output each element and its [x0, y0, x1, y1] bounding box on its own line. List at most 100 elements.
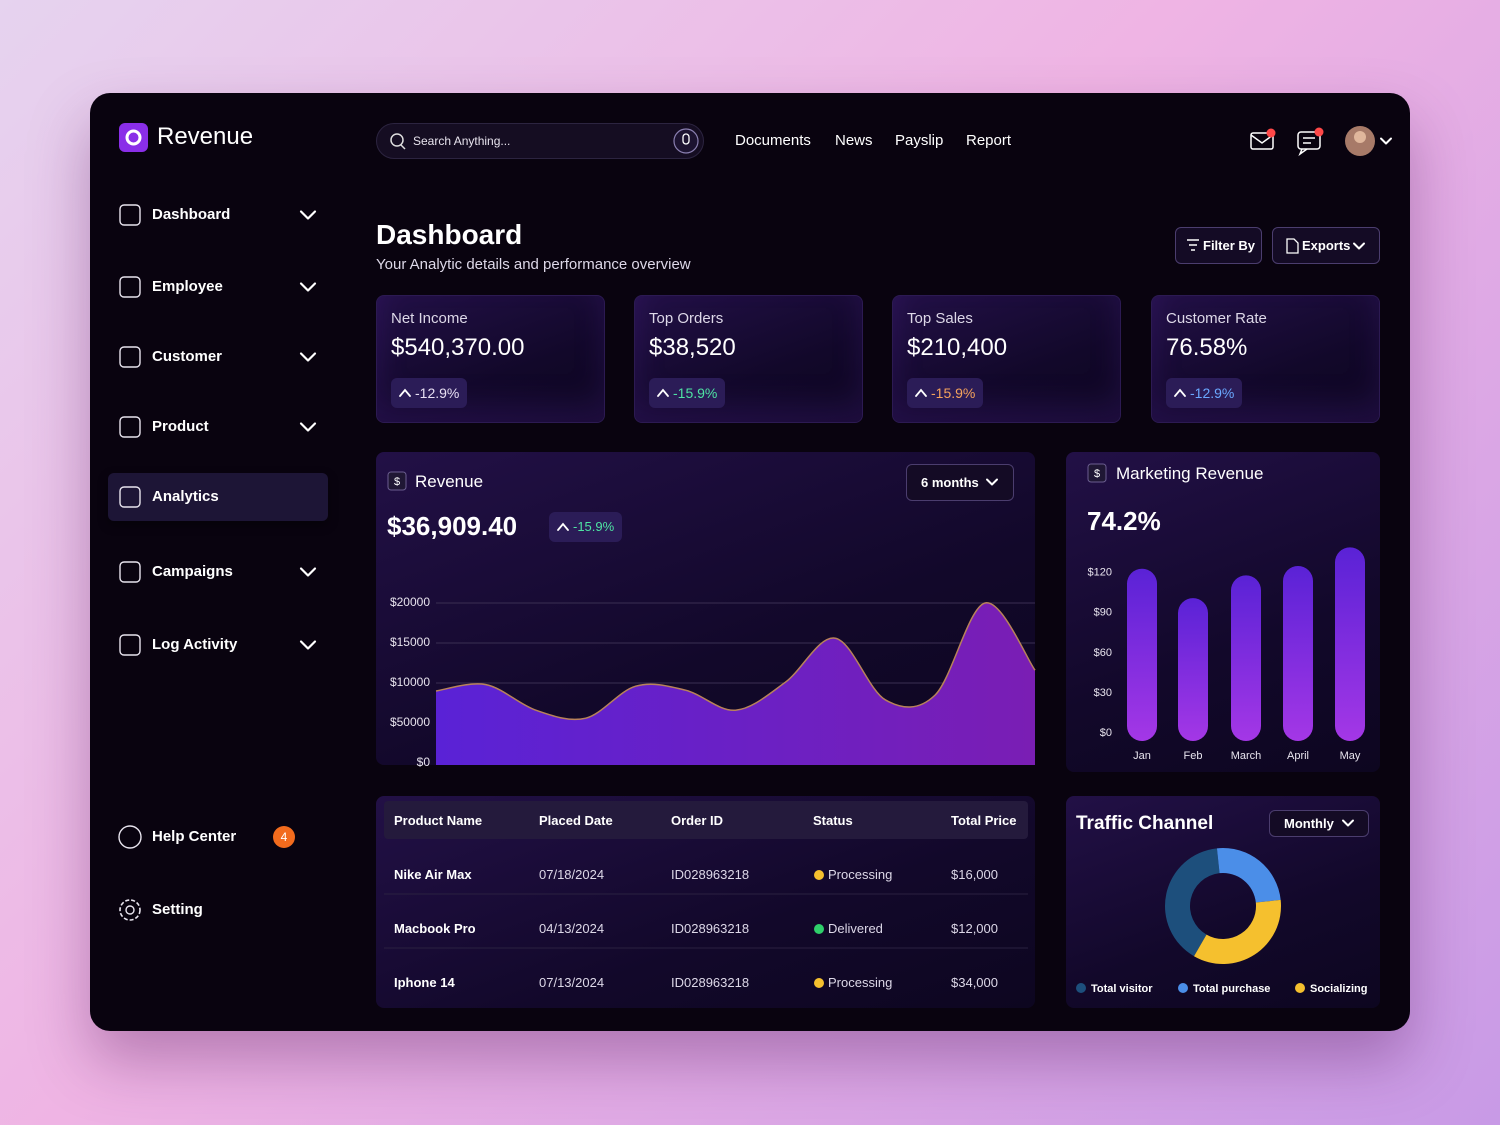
bar — [1178, 598, 1208, 741]
search-icon-handle — [400, 144, 406, 150]
chevron-icon — [1380, 137, 1392, 145]
search-placeholder[interactable]: Search Anything... — [413, 134, 511, 148]
kpi-label: Top Orders — [649, 310, 724, 327]
menu-item[interactable]: Dashboard — [152, 206, 231, 223]
y-tick-label: $20000 — [390, 595, 430, 609]
setting[interactable]: Setting — [152, 901, 203, 918]
mail-icon-flap — [1250, 134, 1274, 144]
marketing-title: Marketing Revenue — [1116, 464, 1264, 483]
kpi-change: -12.9% — [391, 378, 468, 408]
help-badge: 4 — [281, 830, 288, 844]
legend-label: Total purchase — [1193, 983, 1270, 995]
notification-dot — [1266, 128, 1276, 138]
table-header — [384, 801, 1028, 839]
setting-icon-core — [125, 905, 135, 915]
kpi-label: Customer Rate — [1166, 310, 1267, 327]
column-header: Status — [813, 813, 853, 828]
menu-item[interactable]: Analytics — [152, 488, 219, 505]
y-tick-label: $0 — [1100, 727, 1112, 739]
monthly-select[interactable]: Monthly — [1269, 810, 1369, 837]
mic-button — [673, 128, 699, 154]
table-cell: Nike Air Max — [394, 867, 472, 882]
nav-link[interactable]: News — [835, 132, 873, 149]
x-tick-label: March — [1231, 750, 1262, 762]
marketing-value: 74.2% — [1087, 506, 1161, 536]
legend-label: Total visitor — [1091, 983, 1153, 995]
table-cell: Macbook Pro — [394, 921, 476, 936]
dollar-icon — [387, 471, 407, 491]
status-dot — [814, 924, 824, 934]
table-cell: ID028963218 — [671, 975, 750, 990]
filter-button[interactable]: Filter By — [1175, 227, 1262, 264]
table-cell: 07/18/2024 — [539, 867, 605, 882]
nav-link[interactable]: Documents — [735, 132, 811, 149]
period-select[interactable]: 6 months — [906, 464, 1014, 501]
x-tick-label: Jan — [1133, 750, 1151, 762]
x-tick-label: April — [1287, 750, 1309, 762]
chevron-icon — [299, 640, 317, 650]
column-header: Total Price — [951, 813, 1017, 828]
dollar-icon — [1087, 463, 1107, 483]
chevron-icon — [299, 567, 317, 577]
filter-icon — [1187, 239, 1199, 251]
status-dot — [814, 978, 824, 988]
table-cell: Delivered — [828, 921, 883, 936]
traffic-title: Traffic Channel — [1076, 813, 1214, 834]
menu-icon — [119, 416, 141, 438]
area-line — [435, 602, 1036, 721]
bar — [1335, 547, 1365, 741]
chevron-icon — [1342, 819, 1354, 827]
mic-icon — [682, 133, 690, 145]
kpi-label: Net Income — [391, 310, 468, 327]
brand-logo — [119, 123, 148, 152]
table-cell: 07/13/2024 — [539, 975, 605, 990]
y-tick-label: $120 — [1088, 567, 1112, 579]
kpi-change: -15.9% — [907, 378, 984, 408]
kpi-value: $38,520 — [649, 334, 736, 361]
revenue-title: Revenue — [415, 472, 484, 491]
arrow-up-icon — [1174, 388, 1186, 397]
marketing-panel — [1066, 452, 1380, 772]
kpi-value: 76.58% — [1166, 334, 1248, 361]
donut-segment — [1165, 848, 1220, 957]
x-tick-label: May — [1340, 750, 1361, 762]
y-tick-label: $60 — [1094, 647, 1112, 659]
notification-dot — [1314, 127, 1324, 137]
dollar-icon-glyph: $ — [394, 476, 400, 488]
menu-icon — [119, 634, 141, 656]
chevron-icon — [299, 210, 317, 220]
brand-logo-ring — [125, 129, 142, 146]
menu-icon — [119, 276, 141, 298]
column-header: Order ID — [671, 813, 724, 828]
y-tick-label: $0 — [417, 755, 431, 769]
search-icon — [390, 133, 404, 147]
menu-item[interactable]: Campaigns — [152, 563, 233, 580]
arrow-up-icon — [657, 388, 669, 397]
nav-link[interactable]: Report — [966, 132, 1012, 149]
bar — [1283, 566, 1313, 741]
file-icon — [1286, 238, 1299, 254]
menu-item[interactable]: Product — [152, 418, 209, 435]
nav-link[interactable]: Payslip — [895, 132, 944, 149]
chevron-icon — [299, 282, 317, 292]
search-box[interactable] — [376, 123, 704, 159]
menu-item[interactable]: Customer — [152, 348, 223, 365]
help-center[interactable]: Help Center — [152, 828, 237, 845]
legend-swatch — [1076, 983, 1086, 993]
menu-icon — [119, 204, 141, 226]
mail-icon — [1250, 132, 1274, 150]
help-icon — [118, 825, 142, 849]
table-cell: Iphone 14 — [394, 975, 455, 990]
y-tick-label: $90 — [1094, 607, 1112, 619]
y-tick-label: $30 — [1094, 687, 1112, 699]
menu-item[interactable]: Log Activity — [152, 636, 238, 653]
dollar-icon-glyph: $ — [1094, 468, 1100, 480]
menu-item[interactable]: Employee — [152, 278, 223, 295]
chevron-icon — [299, 352, 317, 362]
revenue-value: $36,909.40 — [387, 511, 518, 541]
setting-icon — [119, 899, 141, 921]
bar — [1127, 568, 1157, 741]
kpi-change: -12.9% — [1166, 378, 1243, 408]
area — [436, 602, 1035, 765]
